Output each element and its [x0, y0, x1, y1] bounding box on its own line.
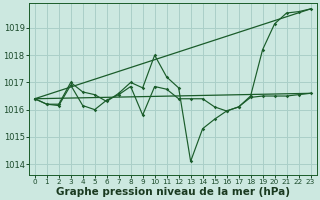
- X-axis label: Graphe pression niveau de la mer (hPa): Graphe pression niveau de la mer (hPa): [56, 187, 290, 197]
